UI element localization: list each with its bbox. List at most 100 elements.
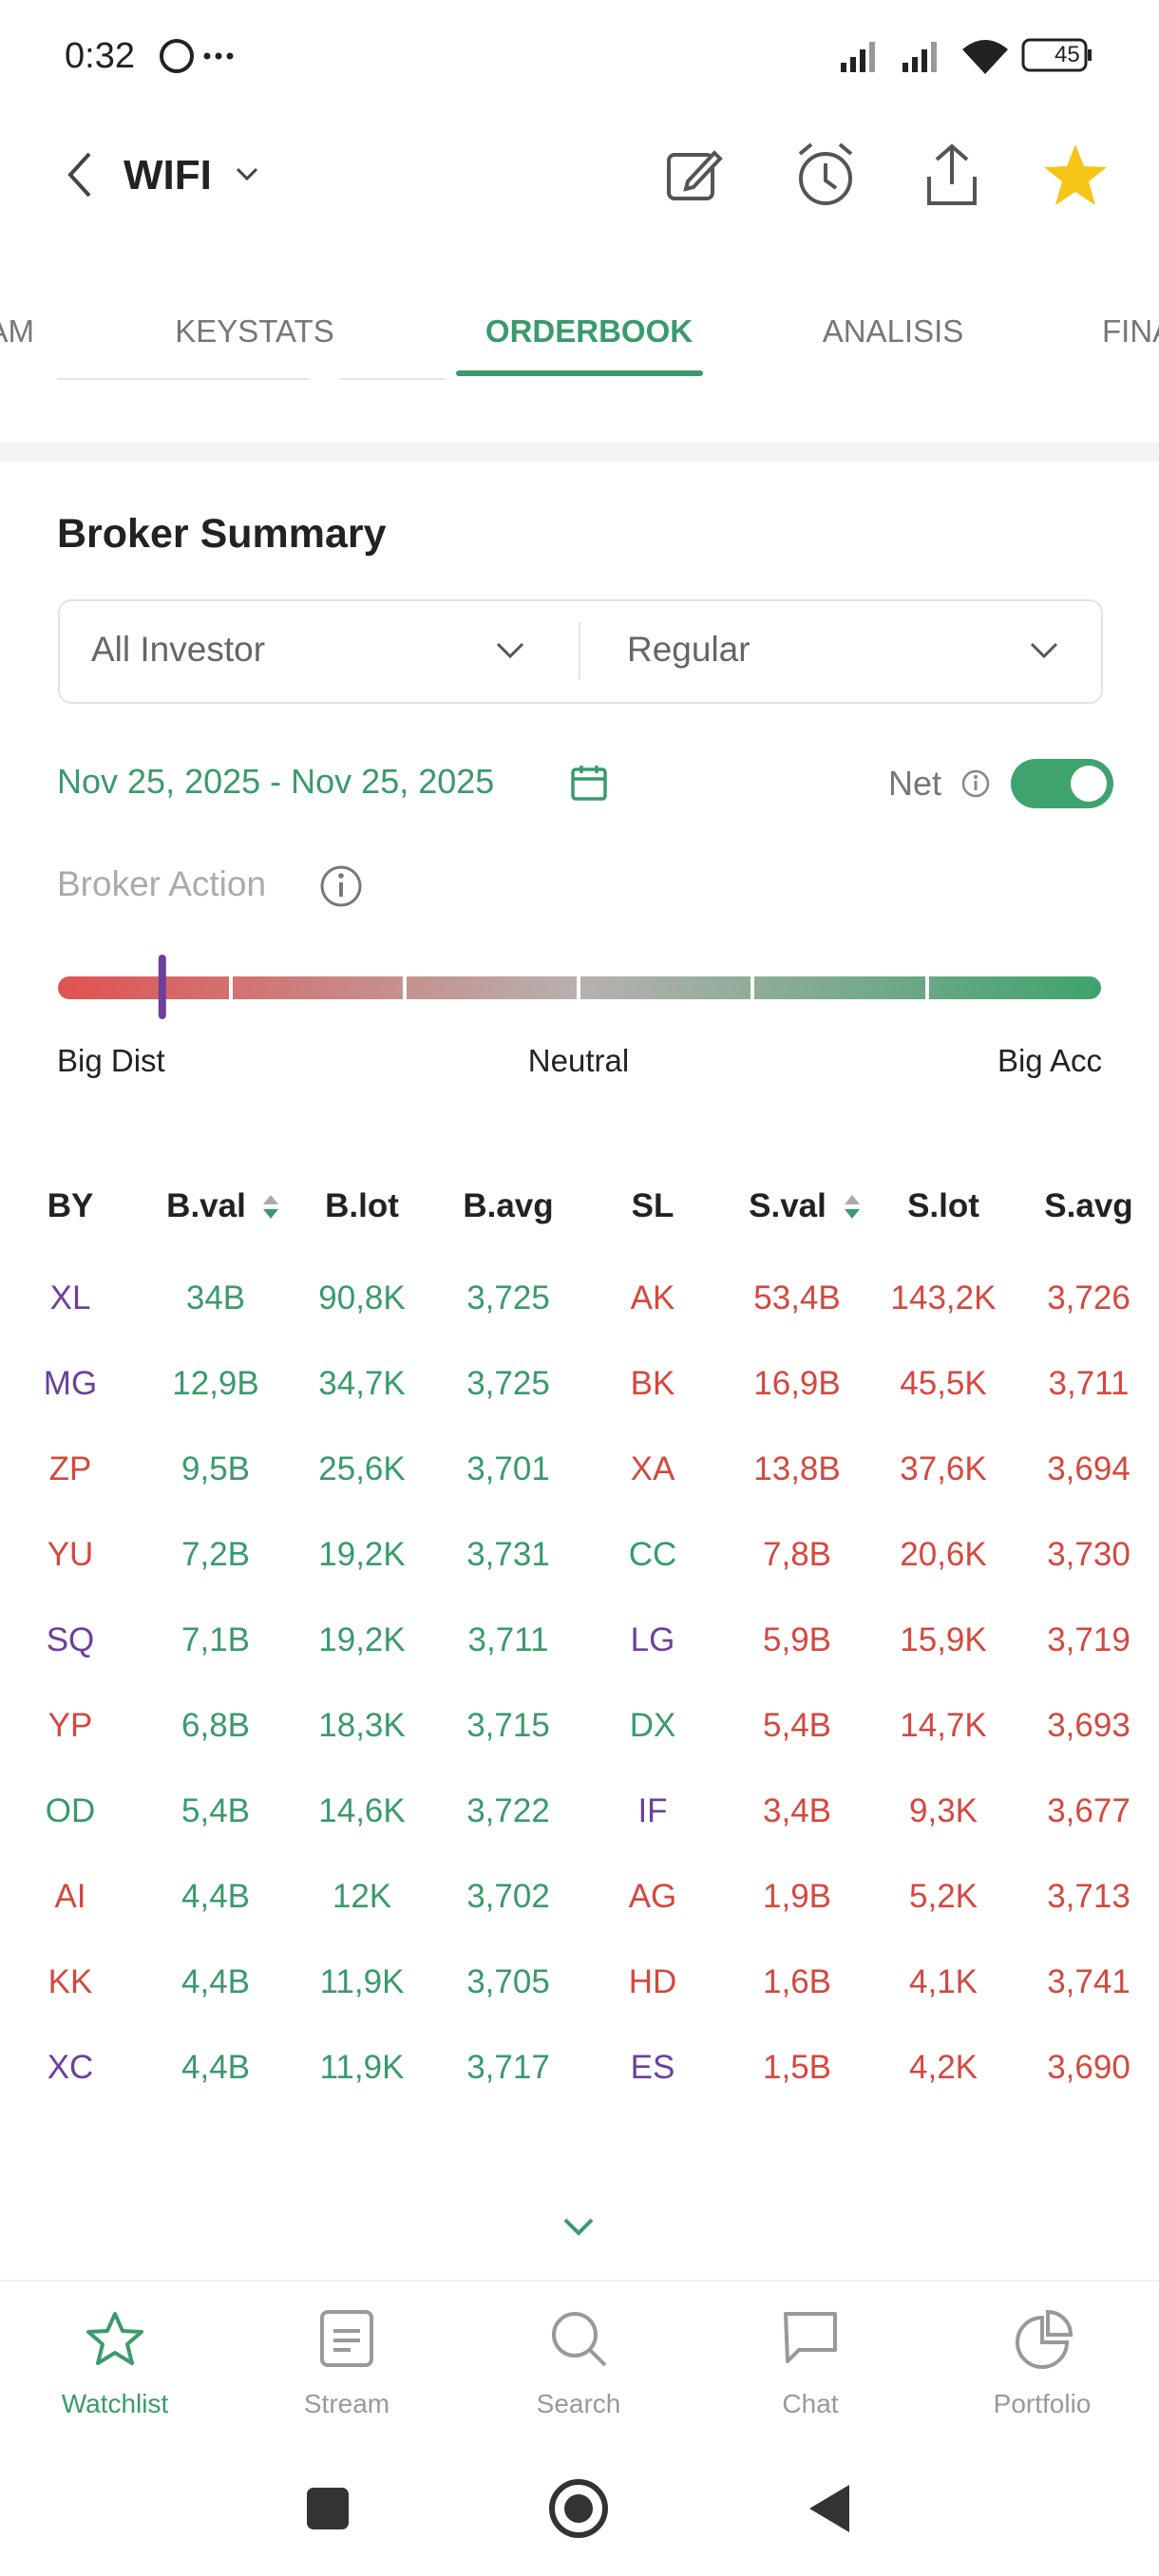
tab[interactable]: ANALISIS [822,313,964,349]
action-slider [58,955,1101,1019]
table-cell: 4,1K [909,1963,978,2000]
table-cell: 3,725 [466,1365,550,1402]
dropdown-chevron[interactable] [496,642,524,659]
broker-code[interactable]: HD [628,1963,677,2000]
table-cell: 14,6K [318,1792,406,1829]
table-cell: 3,701 [466,1450,550,1487]
broker-code[interactable]: KK [48,1963,93,2000]
table-cell: 9,3K [909,1792,978,1829]
table-cell: 3,741 [1047,1963,1130,2000]
table-cell: 3,725 [466,1279,550,1316]
broker-code[interactable]: AG [628,1878,677,1915]
broker-code[interactable]: AI [54,1878,86,1915]
nav-label[interactable]: Watchlist [61,2389,169,2418]
broker-code[interactable]: CC [628,1536,677,1573]
table-cell: 3,717 [466,2049,550,2086]
column-header[interactable]: B.val [166,1187,246,1224]
date-range[interactable]: Nov 25, 2025 - Nov 25, 2025 [57,762,495,801]
table-cell: 25,6K [318,1450,406,1487]
table-cell: 5,9B [763,1621,831,1658]
broker-code[interactable]: BK [630,1365,675,1402]
table-cell: 34,7K [318,1365,406,1402]
table-cell: 15,9K [900,1621,987,1658]
table-cell: 6,8B [181,1707,250,1744]
toggle-knob [1071,766,1107,802]
market-filter[interactable]: Regular [627,630,750,669]
info-icon[interactable] [319,864,363,908]
broker-code[interactable]: ES [630,2049,675,2086]
nav-icon[interactable] [1014,2309,1074,2369]
share-button[interactable] [923,142,980,209]
sort-icon[interactable] [843,1193,862,1222]
table-cell: 19,2K [318,1536,406,1573]
calendar-icon[interactable] [570,764,608,802]
table-cell: 20,6K [900,1536,987,1573]
table-cell: 9,5B [181,1450,250,1487]
nav-label[interactable]: Search [536,2389,621,2418]
nav-icon[interactable] [86,2310,145,2369]
table-cell: 11,9K [319,2049,405,2086]
table-cell: 3,726 [1047,1279,1130,1316]
table-cell: 1,5B [763,2049,831,2086]
broker-code[interactable]: AK [630,1279,675,1316]
broker-code[interactable]: MG [43,1365,98,1402]
alert-button[interactable] [794,142,857,209]
table-cell: 7,2B [181,1536,250,1573]
table-cell: 3,730 [1047,1536,1130,1573]
tab[interactable]: FINA [1102,313,1159,349]
table-cell: 3,677 [1047,1792,1130,1829]
section-separator [0,443,1159,462]
edit-button[interactable] [665,147,723,204]
expand-chevron[interactable] [562,2217,595,2238]
table-cell: 3,690 [1047,2049,1130,2086]
table-cell: 4,2K [909,2049,978,2086]
nav-label[interactable]: Portfolio [993,2389,1092,2418]
table-cell: 4,4B [181,1878,250,1915]
favorite-button[interactable] [1042,142,1109,209]
tab[interactable]: ORDERBOOK [484,313,694,349]
table-cell: 12K [332,1878,392,1915]
broker-code[interactable]: YP [48,1707,93,1744]
net-toggle[interactable] [1011,759,1113,808]
nav-icon[interactable] [550,2310,609,2369]
broker-code[interactable]: XC [47,2049,94,2086]
dropdown-chevron[interactable] [1030,642,1058,659]
table-cell: 37,6K [900,1450,987,1487]
broker-code[interactable]: YU [47,1536,94,1573]
stock-title[interactable]: WIFI [124,152,212,199]
sort-icon[interactable] [261,1193,280,1222]
table-cell: 3,719 [1047,1621,1130,1658]
title-chevron[interactable] [236,167,258,182]
tab[interactable]: KEYSTATS [175,313,334,349]
investor-filter[interactable]: All Investor [91,630,266,669]
table-cell: 7,8B [763,1536,831,1573]
table-cell: 3,715 [466,1707,550,1744]
net-label: Net [888,764,942,803]
broker-code[interactable]: XL [49,1279,91,1316]
nav-divider [0,2280,1159,2282]
table-cell: 16,9B [753,1365,841,1402]
table-cell: 7,1B [181,1621,250,1658]
info-icon[interactable] [961,769,990,798]
broker-code[interactable]: DX [629,1707,676,1744]
column-header[interactable]: S.val [749,1187,826,1224]
table-cell: 3,705 [466,1963,550,2000]
broker-code[interactable]: XA [630,1450,675,1487]
broker-code[interactable]: SQ [46,1621,95,1658]
nav-icon[interactable] [782,2310,841,2369]
nav-label[interactable]: Chat [782,2389,839,2418]
broker-code[interactable]: ZP [48,1450,92,1487]
table-cell: 18,3K [318,1707,406,1744]
status-time: 0:32 [65,36,135,76]
broker-code[interactable]: OD [45,1792,96,1829]
broker-code[interactable]: IF [637,1792,668,1829]
battery-level: 45 [1054,42,1080,67]
nav-icon[interactable] [318,2310,377,2369]
action-label: Broker Action [57,864,267,903]
nav-label[interactable]: Stream [303,2389,390,2418]
scale-label: Big Acc [997,1043,1102,1078]
table-cell: 11,9K [319,1963,405,2000]
broker-code[interactable]: LG [630,1621,675,1658]
back-button[interactable] [66,152,95,199]
tab[interactable]: AM [0,313,34,349]
